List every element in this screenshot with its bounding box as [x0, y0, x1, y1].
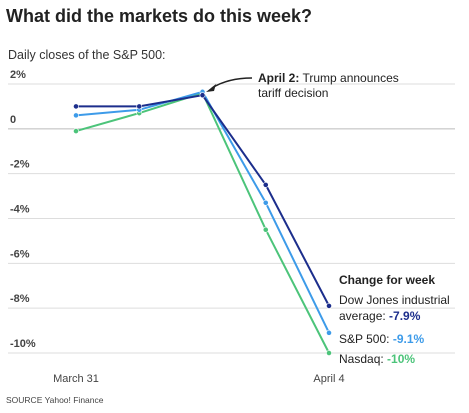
data-point-dow	[262, 181, 269, 188]
legend-dow-value: -7.9%	[389, 309, 421, 323]
y-tick-label: -4%	[10, 204, 30, 216]
y-tick-label: -2%	[10, 159, 30, 171]
legend-sp500-value: -9.1%	[393, 332, 425, 346]
y-axis-ticks: 2% 0 -2% -4% -6% -8% -10%	[10, 69, 36, 350]
legend-title: Change for week	[339, 273, 435, 287]
y-tick-label: -8%	[10, 293, 30, 305]
x-tick-label: April 4	[313, 373, 344, 385]
annotation: April 2: Trump announces tariff decision	[206, 71, 399, 100]
legend-sp500: S&P 500: -9.1%	[339, 332, 425, 346]
series-line-dow	[76, 94, 330, 307]
data-point-sp500	[326, 329, 332, 336]
x-tick-label: March 31	[53, 373, 99, 385]
annotation-arrowhead	[206, 84, 216, 92]
data-point-nasdaq	[262, 226, 269, 233]
legend-nasdaq-value: -10%	[387, 352, 415, 366]
legend-sp500-label: S&P 500:	[339, 332, 393, 346]
legend-dow-label: average:	[339, 309, 389, 323]
series-line-nasdaq	[75, 92, 330, 354]
annotation-text-line1: April 2: Trump announces	[258, 71, 399, 85]
legend-nasdaq: Nasdaq: -10%	[339, 352, 415, 366]
data-point-nasdaq	[73, 128, 79, 134]
legend: Change for week Dow Jones industrial ave…	[339, 273, 450, 366]
legend-dow-line2: average: -7.9%	[339, 309, 421, 323]
y-tick-label: -10%	[10, 338, 36, 350]
annotation-text-line2: tariff decision	[258, 86, 328, 100]
annotation-arrow	[211, 77, 253, 89]
data-point-sp500	[73, 112, 79, 119]
x-axis-ticks: March 31 April 4	[53, 373, 345, 385]
legend-dow-line1: Dow Jones industrial	[339, 293, 450, 307]
annotation-event: Trump announces	[299, 71, 398, 85]
annotation-date: April 2:	[258, 71, 299, 85]
data-point-sp500	[262, 199, 269, 206]
series-line-sp500	[75, 90, 330, 334]
source-note: SOURCE Yahoo! Finance	[6, 395, 104, 405]
data-point-dow	[73, 103, 79, 110]
data-point-dow	[326, 303, 332, 309]
chart-title: What did the markets do this week?	[6, 6, 313, 26]
y-tick-label: -6%	[10, 248, 30, 260]
y-tick-label: 0	[10, 114, 16, 126]
data-point-nasdaq	[326, 350, 332, 356]
legend-nasdaq-label: Nasdaq:	[339, 352, 387, 366]
data-point-dow	[199, 92, 206, 99]
series-layer	[73, 88, 332, 356]
data-point-dow	[136, 103, 143, 110]
y-tick-label: 2%	[10, 69, 26, 81]
chart-subtitle: Daily closes of the S&P 500:	[8, 48, 166, 62]
